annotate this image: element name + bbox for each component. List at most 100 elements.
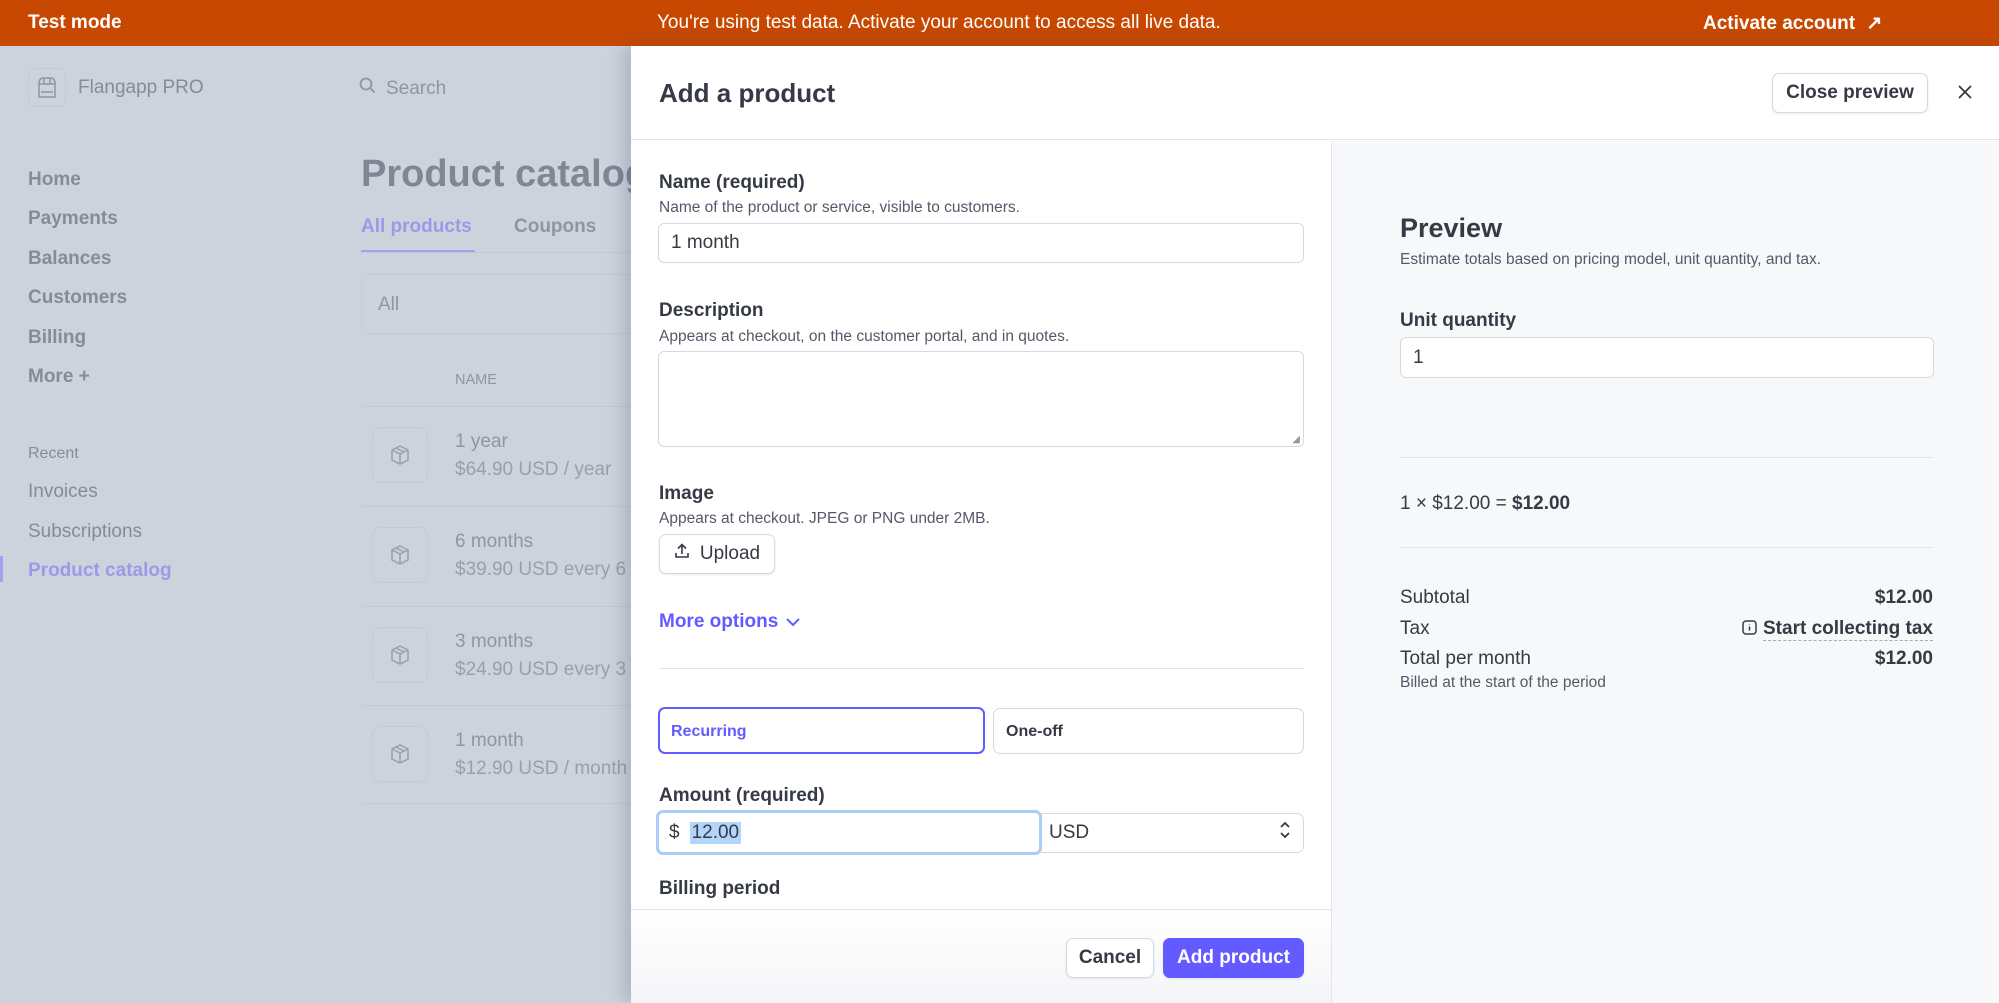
sidebar-item-more[interactable]: More + [28,366,90,387]
tab-coupons[interactable]: Coupons [514,216,597,237]
product-box-icon [372,427,428,483]
panel-title: Add a product [659,78,836,108]
upload-icon [674,543,690,565]
activate-account-link[interactable]: Activate account ↗ [1703,12,1882,35]
sidebar-item-home[interactable]: Home [28,169,81,190]
recent-label: Recent [28,445,79,462]
search-icon [359,77,376,100]
billing-period-label: Billing period [659,878,781,899]
one-off-option[interactable]: One-off [993,708,1304,754]
preview-title: Preview [1400,213,1503,243]
row-divider [361,406,641,407]
tab-all-products[interactable]: All products [361,216,472,237]
column-header-name[interactable]: NAME [455,372,497,388]
product-price: $39.90 USD every 6 [455,559,627,580]
divider [1400,457,1934,458]
calc-result: $12.00 [1512,493,1571,514]
name-value: 1 month [671,232,740,253]
more-options-label: More options [659,611,779,632]
product-name: 6 months [455,531,534,552]
one-off-label: One-off [1006,723,1063,740]
sidebar-item-subscriptions[interactable]: Subscriptions [28,521,143,542]
close-preview-button[interactable]: Close preview [1772,73,1928,113]
add-product-button[interactable]: Add product [1163,938,1304,978]
active-tab-underline [361,250,475,253]
chevron-down-icon [786,611,800,633]
active-indicator [0,556,3,582]
currency-select[interactable]: USD [1041,813,1304,853]
upload-label: Upload [699,543,761,564]
test-mode-label: Test mode [28,12,122,33]
page-title: Product catalog [361,153,649,195]
product-box-icon [372,527,428,583]
more-options-toggle[interactable]: More options [659,611,800,633]
row-divider [361,803,641,804]
total-value: $12.00 [1874,648,1933,669]
unit-quantity-label: Unit quantity [1400,310,1517,331]
row-divider [361,606,641,607]
description-textarea[interactable]: ◢ [658,351,1304,447]
image-help: Appears at checkout. JPEG or PNG under 2… [659,510,990,527]
preview-panel: Preview Estimate totals based on pricing… [1331,141,1999,1003]
product-price: $12.90 USD / month [455,758,628,779]
billed-note: Billed at the start of the period [1400,674,1606,691]
panel-header: Add a product Close preview [631,46,1999,140]
sidebar-item-invoices[interactable]: Invoices [28,481,98,502]
tax-label: Tax [1400,618,1430,639]
test-mode-banner: Test mode You're using test data. Activa… [0,0,1999,46]
close-icon[interactable] [1953,80,1977,104]
description-help: Appears at checkout, on the customer por… [659,328,1070,345]
filter-all[interactable]: All [361,274,651,334]
name-input[interactable]: 1 month [658,223,1304,263]
amount-value: 12.00 [689,821,742,844]
amount-label: Amount (required) [659,785,825,806]
add-product-panel: Add a product Close preview Name (requir… [631,46,1999,1003]
test-mode-message: You're using test data. Activate your ac… [657,12,1221,33]
arrow-up-right-icon: ↗ [1866,13,1883,34]
upload-button[interactable]: Upload [659,534,775,574]
activate-label: Activate account [1703,13,1856,34]
name-help: Name of the product or service, visible … [659,199,1020,216]
total-label: Total per month [1400,648,1531,669]
unit-quantity-input[interactable]: 1 [1400,337,1934,378]
cancel-button[interactable]: Cancel [1066,938,1154,978]
product-price: $24.90 USD every 3 [455,659,627,680]
product-form: Name (required) Name of the product or s… [631,141,1331,909]
preview-subtitle: Estimate totals based on pricing model, … [1400,251,1822,268]
sidebar-item-balances[interactable]: Balances [28,248,112,269]
sidebar-item-billing[interactable]: Billing [28,327,87,348]
store-icon [28,68,66,107]
subtotal-label: Subtotal [1400,587,1470,608]
panel-footer: Cancel Add product [631,909,1331,1003]
divider [1400,547,1934,548]
chevron-up-down-icon [1279,821,1291,845]
currency-value: USD [1049,822,1090,843]
calc-expression: 1 × $12.00 = [1400,493,1512,514]
info-icon [1742,619,1757,641]
currency-symbol: $ [669,821,680,843]
start-collecting-tax-link[interactable]: Start collecting tax [1742,618,1933,641]
sidebar-item-customers[interactable]: Customers [28,287,128,308]
account-name[interactable]: Flangapp PRO [78,77,204,98]
amount-input[interactable]: $ 12.00 [656,810,1042,855]
description-label: Description [659,300,764,321]
recurring-option[interactable]: Recurring [658,707,985,754]
subtotal-value: $12.00 [1874,587,1933,608]
sidebar-item-product-catalog[interactable]: Product catalog [28,560,172,581]
filter-label: All [378,294,400,315]
search-placeholder: Search [386,77,447,99]
unit-quantity-value: 1 [1413,346,1424,368]
tax-action-label: Start collecting tax [1763,618,1933,641]
product-name: 1 year [455,431,508,452]
product-box-icon [372,627,428,683]
section-divider [659,668,1304,669]
sidebar-item-payments[interactable]: Payments [28,208,118,229]
product-price: $64.90 USD / year [455,459,612,480]
row-divider [361,506,641,507]
search-input[interactable]: Search [359,77,446,100]
tabs-divider [361,252,641,253]
product-name: 3 months [455,631,534,652]
product-box-icon [372,726,428,782]
resize-handle-icon[interactable]: ◢ [1292,434,1300,445]
price-calculation: 1 × $12.00 = $12.00 [1400,493,1570,515]
